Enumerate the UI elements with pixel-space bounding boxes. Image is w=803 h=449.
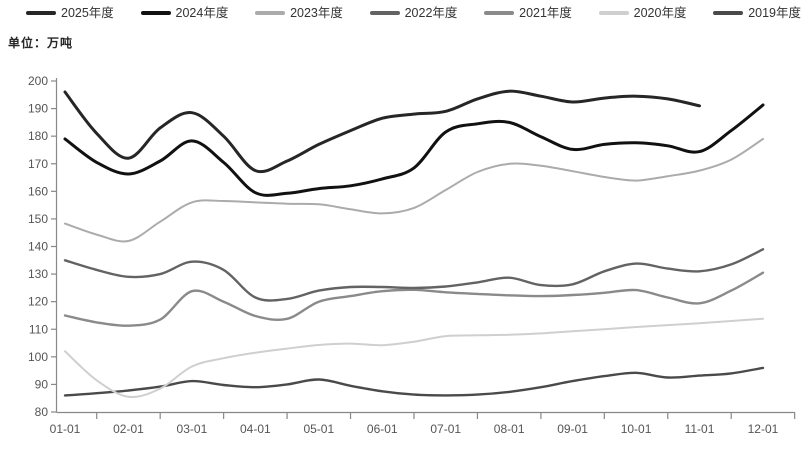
legend-label: 2025年度 [61,6,114,20]
legend-item-2020[interactable]: 2020年度 [598,6,687,20]
y-axis-label: 100 [28,350,48,364]
y-axis-label: 120 [28,295,48,309]
legend-line-swatch [369,11,400,15]
legend-line-swatch [26,11,56,15]
x-axis-label: 06-01 [367,422,398,436]
x-axis-label: 12-01 [748,422,779,436]
x-axis-label: 11-01 [685,422,715,436]
series-line-2024 [63,103,765,197]
legend-label: 2021年度 [519,6,572,20]
x-axis-label: 10-01 [621,422,652,436]
legend-label: 2019年度 [748,6,801,20]
legend-item-2025[interactable]: 2025年度 [26,6,114,20]
y-axis-label: 190 [28,102,48,116]
legend-line-swatch [255,11,286,15]
legend-item-2022[interactable]: 2022年度 [369,6,458,20]
legend-line-swatch [713,11,744,15]
series-line-2023 [64,137,764,243]
series-line-2020 [64,317,764,399]
legend-line-swatch [484,11,515,15]
series-line-2019 [63,366,765,397]
legend-label: 2023年度 [290,6,343,20]
y-axis-label: 140 [28,240,48,254]
legend-label: 2024年度 [175,6,229,20]
y-axis-label: 130 [28,267,48,281]
y-axis-label: 90 [35,377,49,391]
y-axis-label: 160 [28,184,48,198]
x-axis-label: 04-01 [240,422,271,436]
series-line-2022 [63,248,765,302]
legend-item-2024[interactable]: 2024年度 [140,6,229,20]
y-axis-label: 80 [35,405,49,419]
x-axis-label: 05-01 [303,422,334,436]
y-axis-label: 180 [28,129,48,143]
y-axis-label: 170 [28,157,48,171]
series-line-2025 [63,89,701,174]
y-axis-label: 150 [28,212,48,226]
legend-line-swatch [598,11,629,15]
legend-item-2021[interactable]: 2021年度 [484,6,572,20]
legend-item-2019[interactable]: 2019年度 [713,6,801,20]
chart-legend: 2025年度 2024年度 2023年度 2022年度 2021年度 2020年度 2019… [26,6,801,20]
x-axis-label: 01-01 [50,422,81,436]
legend-item-2023[interactable]: 2023年度 [255,6,343,20]
unit-label: 单位：万吨 [8,36,74,50]
y-axis-label: 200 [28,74,48,88]
legend-line-swatch [140,11,171,15]
series-line-2021 [63,271,765,327]
y-axis-label: 110 [29,322,48,336]
x-axis-label: 07-01 [430,422,461,436]
legend-label: 2022年度 [404,6,458,20]
x-axis-label: 02-01 [113,422,144,436]
x-axis-label: 03-01 [177,422,208,436]
legend-label: 2020年度 [633,6,687,20]
x-axis-label: 08-01 [494,422,525,436]
x-axis-label: 09-01 [557,422,588,436]
